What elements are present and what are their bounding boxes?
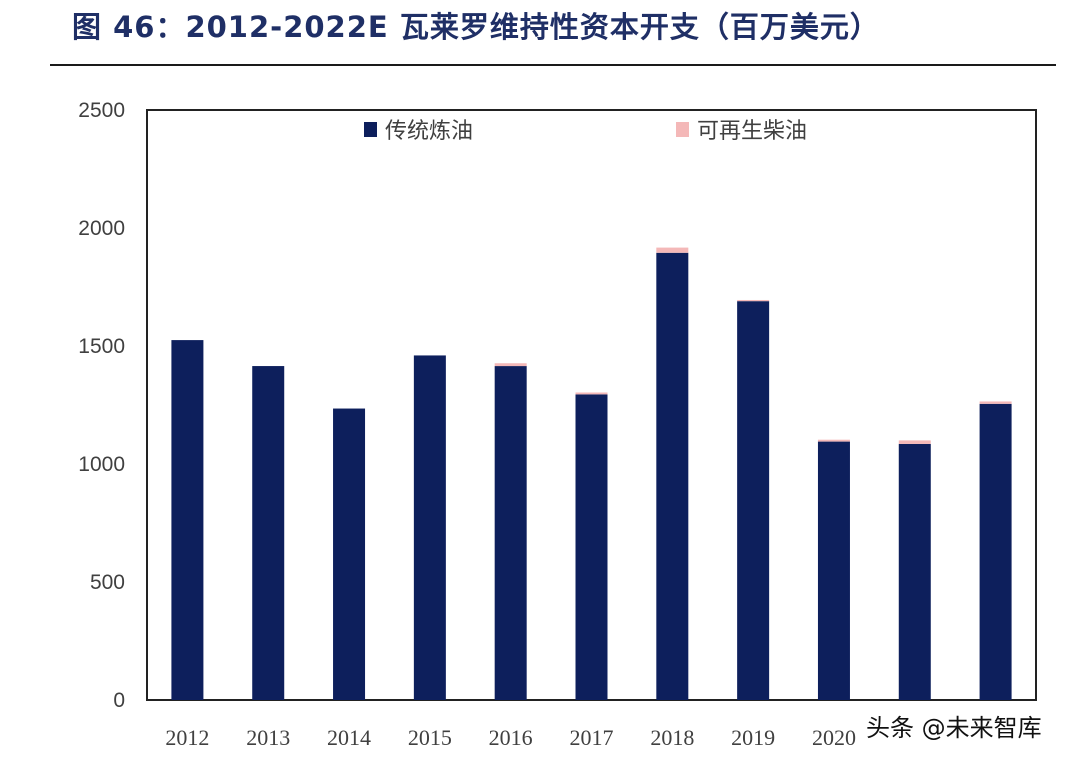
y-axis: 0 500 1000 1500 2000 2500 [78,99,125,712]
y-tick-label: 2500 [78,99,125,122]
watermark-text: 头条 @未来智库 [862,708,1046,743]
bar-conventional-refining-2012 [171,340,204,700]
y-tick-label: 1000 [78,453,125,476]
legend-label: 传统炼油 [385,119,473,144]
bar-conventional-refining-2016 [494,366,527,700]
y-tick-label: 500 [90,571,125,594]
legend: 传统炼油 可再生柴油 [364,119,807,144]
bar-renewable-diesel-2020 [817,439,850,442]
bar-conventional-refining-2017 [575,394,608,700]
bar-conventional-refining-2013 [252,366,285,700]
x-tick-label: 2015 [408,725,452,750]
legend-label: 可再生柴油 [697,119,807,144]
bar-conventional-refining-2015 [413,355,446,700]
bar-conventional-refining-2021 [898,443,931,700]
bar-renewable-diesel-2022E [979,401,1012,404]
bar-renewable-diesel-2016 [494,363,527,367]
y-tick-label: 0 [113,689,125,712]
y-tick-label: 2000 [78,217,125,240]
x-tick-label: 2013 [246,725,290,750]
bar-renewable-diesel-2018 [656,247,689,253]
x-tick-label: 2019 [731,725,775,750]
title-divider [50,64,1056,66]
x-axis: 2012 2013 2014 2015 2016 2017 2018 2019 2020 [165,725,856,750]
bar-renewable-diesel-2021 [898,440,931,444]
x-tick-label: 2014 [327,725,371,750]
x-tick-label: 2016 [489,725,533,750]
legend-swatch [364,122,377,137]
legend-swatch [676,122,689,137]
bar-conventional-refining-2022E [979,403,1012,700]
x-tick-label: 2018 [650,725,694,750]
x-tick-label: 2012 [165,725,209,750]
y-tick-label: 1500 [78,335,125,358]
bars [171,247,1012,700]
bar-conventional-refining-2018 [656,252,689,700]
chart-title: 图 46：2012-2022E 瓦莱罗维持性资本开支（百万美元） [72,10,880,44]
bar-renewable-diesel-2019 [737,299,770,302]
bar-conventional-refining-2014 [333,408,366,700]
x-tick-label: 2017 [570,725,614,750]
bar-conventional-refining-2020 [817,441,850,700]
bar-conventional-refining-2019 [737,301,770,700]
x-tick-label: 2020 [812,725,856,750]
bar-renewable-diesel-2017 [575,392,608,395]
